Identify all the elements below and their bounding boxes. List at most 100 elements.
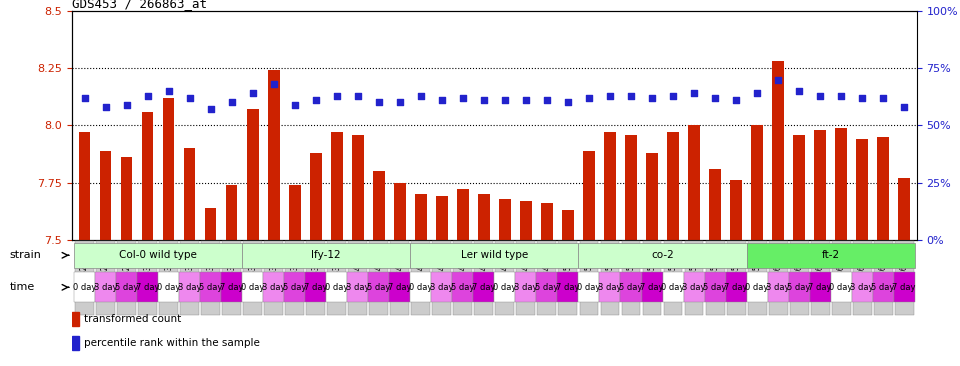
Text: GSM8840: GSM8840 (353, 260, 362, 296)
Point (372, 100, 387, 105)
Text: 7 day: 7 day (136, 283, 159, 292)
Text: GSM8863: GSM8863 (837, 260, 846, 296)
FancyBboxPatch shape (369, 272, 390, 302)
FancyBboxPatch shape (810, 241, 829, 315)
FancyBboxPatch shape (242, 243, 410, 268)
FancyBboxPatch shape (348, 241, 368, 315)
Text: GSM8864: GSM8864 (857, 260, 867, 296)
Text: GSM8836: GSM8836 (269, 260, 278, 296)
Text: 5 day: 5 day (787, 283, 811, 292)
Text: GSM8831: GSM8831 (164, 260, 173, 296)
FancyBboxPatch shape (579, 243, 747, 268)
Text: GSM8837: GSM8837 (290, 260, 300, 296)
FancyBboxPatch shape (284, 272, 305, 302)
FancyBboxPatch shape (390, 272, 410, 302)
FancyBboxPatch shape (538, 241, 557, 315)
Bar (72, 312, 79, 326)
FancyBboxPatch shape (495, 241, 515, 315)
Text: GSM8861: GSM8861 (795, 260, 804, 296)
Text: GSM8839: GSM8839 (332, 260, 342, 296)
Text: 3 day: 3 day (262, 283, 285, 292)
Bar (499, 199, 511, 240)
Bar (268, 70, 279, 240)
FancyBboxPatch shape (599, 272, 620, 302)
Text: lfy-12: lfy-12 (311, 250, 341, 260)
Text: ft-2: ft-2 (822, 250, 840, 260)
Point (771, 77, 786, 83)
FancyBboxPatch shape (642, 241, 661, 315)
Point (497, 97, 513, 103)
Text: GSM8832: GSM8832 (185, 260, 194, 296)
Text: time: time (10, 282, 35, 292)
Text: 3 day: 3 day (94, 283, 117, 292)
Point (750, 90, 765, 96)
FancyBboxPatch shape (705, 272, 726, 302)
Text: 0 day: 0 day (73, 283, 96, 292)
Text: 3 day: 3 day (515, 283, 538, 292)
Text: 3 day: 3 day (598, 283, 622, 292)
Text: GSM8866: GSM8866 (900, 260, 909, 296)
Point (476, 97, 492, 103)
FancyBboxPatch shape (516, 272, 537, 302)
Text: 5 day: 5 day (451, 283, 474, 292)
Text: GSM8845: GSM8845 (458, 260, 468, 296)
Text: 5 day: 5 day (115, 283, 138, 292)
Text: GSM8833: GSM8833 (206, 260, 215, 296)
Text: GSM8828: GSM8828 (101, 260, 110, 296)
FancyBboxPatch shape (410, 243, 579, 268)
FancyBboxPatch shape (748, 241, 766, 315)
Text: GSM8846: GSM8846 (479, 260, 489, 296)
Bar (899, 178, 910, 240)
Text: 7 day: 7 day (808, 283, 832, 292)
FancyBboxPatch shape (706, 241, 725, 315)
Text: 3 day: 3 day (851, 283, 874, 292)
Bar (752, 125, 763, 240)
Point (161, 88, 177, 94)
Bar (184, 148, 196, 240)
Point (540, 97, 555, 103)
Bar (541, 203, 553, 240)
FancyBboxPatch shape (558, 272, 579, 302)
FancyBboxPatch shape (790, 241, 808, 315)
FancyBboxPatch shape (769, 241, 787, 315)
FancyBboxPatch shape (74, 243, 242, 268)
Text: 3 day: 3 day (178, 283, 202, 292)
Text: 7 day: 7 day (893, 283, 916, 292)
FancyBboxPatch shape (96, 241, 115, 315)
Bar (709, 169, 721, 240)
FancyBboxPatch shape (327, 241, 347, 315)
Text: 0 day: 0 day (577, 283, 601, 292)
Text: 0 day: 0 day (409, 283, 433, 292)
Point (119, 102, 134, 108)
FancyBboxPatch shape (202, 241, 220, 315)
Bar (773, 61, 784, 240)
Point (876, 95, 891, 101)
FancyBboxPatch shape (516, 241, 536, 315)
Text: transformed count: transformed count (84, 314, 181, 324)
FancyBboxPatch shape (537, 272, 558, 302)
Bar (226, 185, 237, 240)
Bar (79, 132, 90, 240)
FancyBboxPatch shape (306, 241, 325, 315)
FancyBboxPatch shape (852, 272, 873, 302)
Point (686, 90, 702, 96)
FancyBboxPatch shape (684, 241, 704, 315)
Point (518, 97, 534, 103)
FancyBboxPatch shape (242, 272, 263, 302)
FancyBboxPatch shape (263, 272, 284, 302)
FancyBboxPatch shape (852, 241, 872, 315)
Bar (835, 128, 847, 240)
Text: Ler wild type: Ler wild type (461, 250, 528, 260)
Point (203, 107, 218, 112)
FancyBboxPatch shape (727, 241, 746, 315)
FancyBboxPatch shape (158, 272, 180, 302)
FancyBboxPatch shape (412, 241, 430, 315)
FancyBboxPatch shape (494, 272, 516, 302)
Bar (625, 135, 636, 240)
Point (224, 100, 239, 105)
FancyBboxPatch shape (579, 272, 599, 302)
Text: GSM8844: GSM8844 (438, 260, 446, 296)
Bar (373, 171, 385, 240)
FancyBboxPatch shape (788, 272, 809, 302)
Text: co-2: co-2 (651, 250, 674, 260)
